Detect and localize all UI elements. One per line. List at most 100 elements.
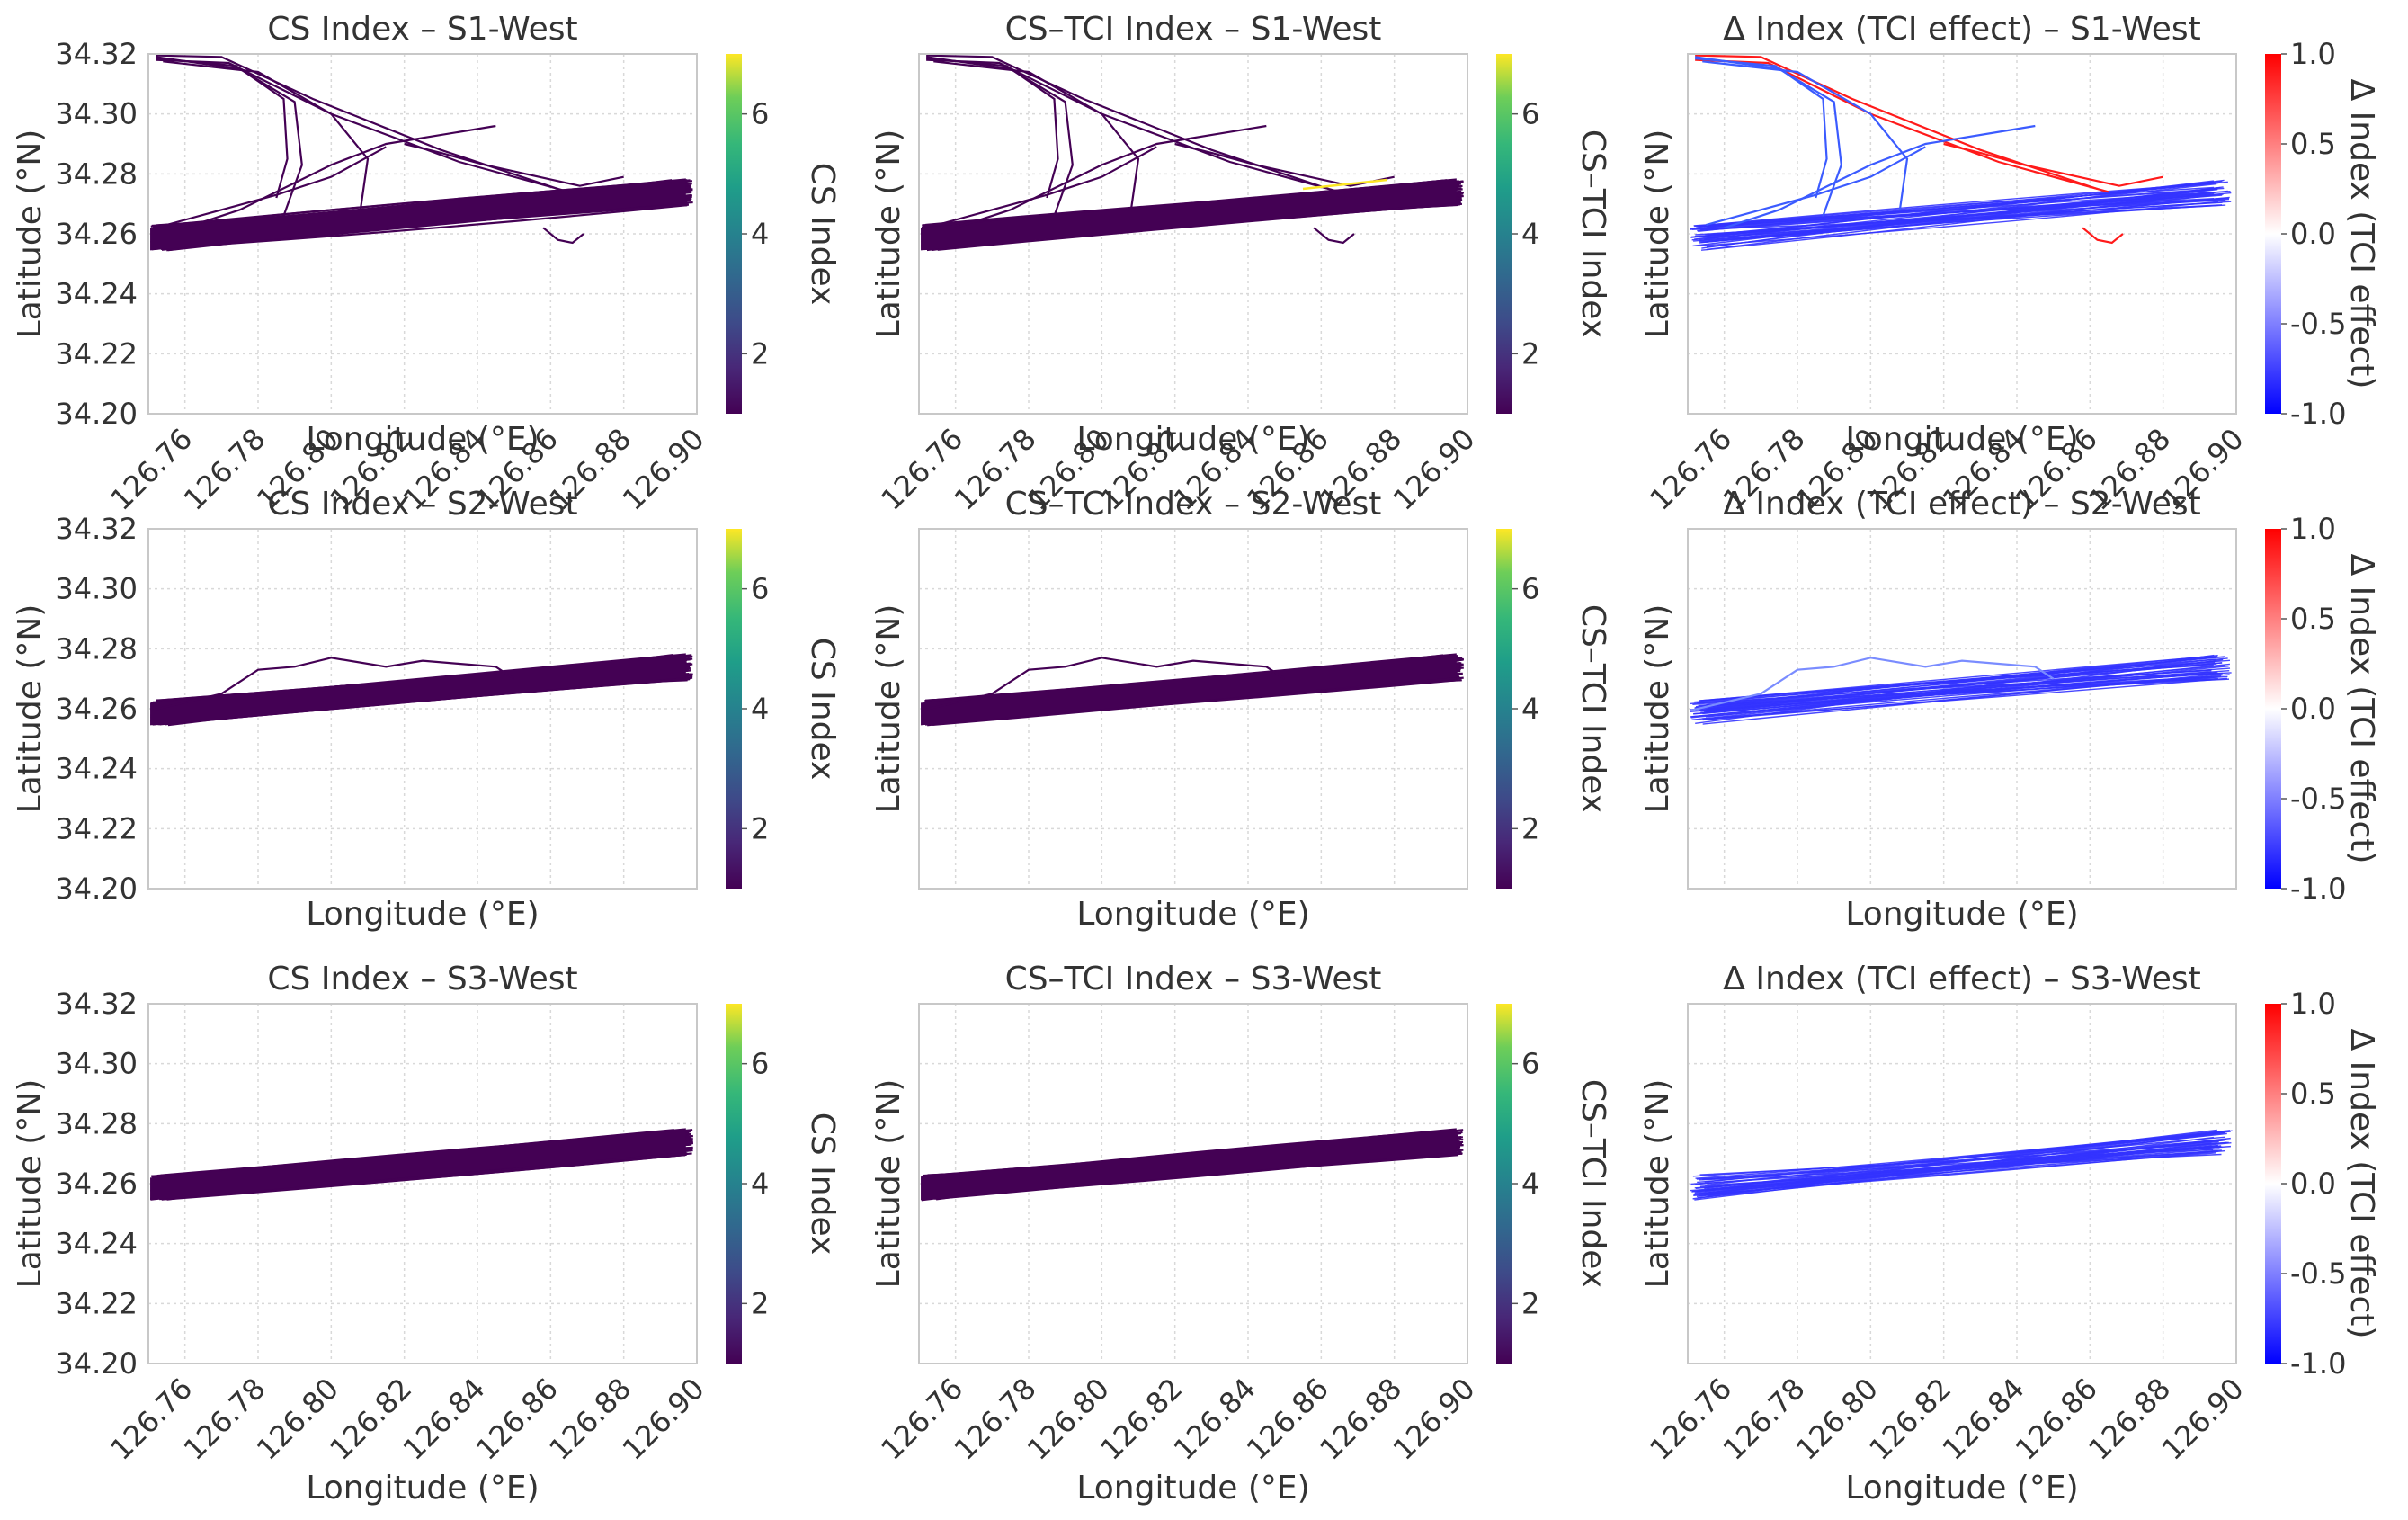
track-band [921,653,1457,726]
track-line [1690,675,2212,719]
colorbar-label: CS Index [804,163,841,306]
colorbar-tick-label: -1.0 [2290,872,2346,906]
y-tick-label: 34.20 [55,1346,138,1381]
x-axis-label: Longitude (°E) [306,421,539,458]
panel-title: Δ Index (TCI effect) – S3-West [1723,961,2200,997]
y-tick-label: 34.24 [55,752,138,786]
y-tick-label: 34.32 [55,37,138,71]
colorbar [1496,1004,1512,1364]
tracks [921,653,1464,727]
x-tick-label: 126.90 [1387,1372,1482,1467]
x-tick-label: 126.86 [2009,1372,2104,1467]
y-tick-label: 34.26 [55,217,138,251]
branch-track [926,57,1059,199]
colorbar-tick-label: 2 [1521,1286,1539,1320]
x-tick-label: 126.78 [948,1372,1043,1467]
branch-track [937,146,1157,227]
track-band [150,653,686,726]
colorbar-tick-label: -1.0 [2290,1346,2346,1381]
colorbar-tick-label: 4 [751,1167,769,1201]
colorbar-tick-label: 4 [751,692,769,726]
branch-track [1706,146,1926,227]
y-tick-label: 34.32 [55,512,138,546]
tracks [150,54,693,252]
track-line [1694,182,2221,228]
x-tick-label: 126.80 [1021,1372,1116,1467]
plot-frame [147,1003,698,1364]
colorbar-tick-label: 6 [1521,572,1539,606]
x-tick-label: 126.80 [1789,1372,1885,1467]
track-line [1691,672,2218,718]
branch-track [542,227,584,245]
x-tick-label: 126.84 [1936,1372,2031,1467]
panel-cs-s1: CS Index – S1-West 34.20 34.22 34.24 34.26 34… [12,11,841,517]
colorbar-tick-label: -1.0 [2290,397,2346,431]
y-tick-label: 34.20 [55,397,138,431]
colorbar-tick-label: 0.0 [2290,1167,2336,1201]
tracks [1690,1129,2233,1201]
x-tick-label: 126.86 [1240,1372,1335,1467]
colorbar-tick-label: 0.0 [2290,217,2336,251]
branch-track [1724,124,2036,229]
panel-delta-s2: Δ Index (TCI effect) – S2-West Latitude (… [1639,486,2380,933]
y-tick-label: 34.26 [55,692,138,726]
x-axis-label: Longitude (°E) [306,1470,539,1507]
panel-title: CS Index – S2-West [267,486,577,523]
track-line [1707,1131,2226,1197]
x-tick-label: 126.90 [2155,1372,2251,1467]
track-band [150,1128,686,1201]
y-axis-label: Latitude (°N) [12,604,49,814]
colorbar-tick-label: -0.5 [2290,307,2346,341]
y-tick-label: 34.22 [55,1286,138,1320]
y-tick-label: 34.30 [55,97,138,131]
x-tick-label: 126.80 [250,1372,345,1467]
y-axis-label: Latitude (°N) [12,1079,49,1289]
y-axis-label: Latitude (°N) [870,130,907,339]
x-tick-label: 126.90 [616,422,711,517]
colorbar-tick-label: 6 [751,572,769,606]
branch-track [166,146,387,227]
x-tick-label: 126.86 [469,1372,565,1467]
colorbar-label: Δ Index (TCI effect) [2343,1029,2380,1339]
y-tick-label: 34.24 [55,1227,138,1261]
arc-track [151,657,515,711]
tracks [1690,654,2232,725]
colorbar [726,1004,742,1364]
colorbar-tick-label: -0.5 [2290,1256,2346,1291]
y-tick-label: 34.28 [55,156,138,191]
colorbar-label: CS–TCI Index [1574,130,1611,338]
track-line [1691,1130,2231,1193]
panel-title: CS Index – S3-West [267,961,577,997]
panel-title: CS–TCI Index – S2-West [1005,486,1382,523]
panel-title: CS Index – S1-West [267,11,577,48]
panel-title: Δ Index (TCI effect) – S1-West [1723,11,2200,48]
panel-cstci-s3: CS–TCI Index – S3-West Latitude (°N) 126.7… [870,961,1611,1507]
branch-track [163,60,370,210]
colorbar [2265,54,2281,414]
x-tick-label: 126.82 [323,1372,418,1467]
colorbar-tick-label: 4 [1521,1167,1539,1201]
x-tick-label: 126.78 [1717,1372,1812,1467]
panel-cs-s2: CS Index – S2-West 34.20 34.22 34.24 34.26 34… [12,486,841,933]
colorbar-tick-label: 0.5 [2290,602,2336,636]
branch-track [156,57,289,199]
colorbar-label: CS–TCI Index [1574,1079,1611,1288]
plot-frame [918,528,1468,890]
x-tick-label: 126.78 [177,1372,272,1467]
y-tick-label: 34.24 [55,277,138,311]
y-tick-label: 34.30 [55,1047,138,1081]
tracks [150,653,693,727]
track-line [1706,669,2212,711]
colorbar-tick-label: 6 [751,97,769,131]
colorbar-label: CS Index [804,1113,841,1256]
track-line [1702,674,2230,725]
colorbar-tick-label: 0.5 [2290,127,2336,161]
colorbar-tick-label: 0.5 [2290,1077,2336,1111]
track-band [150,178,686,251]
branch-track [955,124,1267,229]
panel-delta-s1: Δ Index (TCI effect) – S1-West Latitude (… [1639,11,2380,517]
x-tick-label: 126.88 [1313,1372,1408,1467]
y-axis-label: Latitude (°N) [1639,604,1676,814]
colorbar-tick-label: 1.0 [2290,512,2336,546]
